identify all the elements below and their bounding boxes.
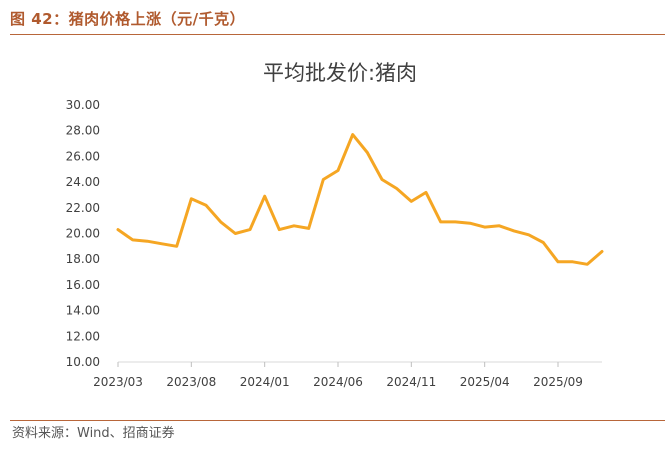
y-axis: 10.00 12.00 14.00 16.00 18.00 20.00 22.00 24.00… <box>66 98 100 369</box>
y-tick-label: 12.00 <box>66 329 100 343</box>
source-bar: 资料来源：Wind、招商证券 <box>10 420 665 449</box>
line-chart: 平均批发价:猪肉 10.00 12.00 14.00 16.00 18.00 20.00 2… <box>66 61 604 389</box>
x-tick-label: 2024/06 <box>313 375 363 389</box>
chart-title: 平均批发价:猪肉 <box>263 61 417 85</box>
x-tick-label: 2024/01 <box>240 375 290 389</box>
x-tick-label: 2023/08 <box>166 375 216 389</box>
y-tick-label: 24.00 <box>66 175 100 189</box>
figure-label: 图 42：猪肉价格上涨（元/千克） <box>10 10 246 28</box>
figure-header: 图 42：猪肉价格上涨（元/千克） <box>10 8 665 35</box>
y-tick-label: 10.00 <box>66 355 100 369</box>
x-tick-label: 2025/04 <box>460 375 510 389</box>
y-tick-label: 26.00 <box>66 149 100 163</box>
y-tick-label: 22.00 <box>66 201 100 215</box>
source-note: 资料来源：Wind、招商证券 <box>12 426 175 441</box>
chart-area: 平均批发价:猪肉 10.00 12.00 14.00 16.00 18.00 20.00 2… <box>0 40 671 415</box>
series-line <box>116 133 604 266</box>
y-tick-label: 16.00 <box>66 278 100 292</box>
x-tick-label: 2024/11 <box>386 375 436 389</box>
y-tick-label: 20.00 <box>66 227 100 241</box>
x-tick-label: 2025/09 <box>533 375 583 389</box>
y-tick-label: 30.00 <box>66 98 100 112</box>
y-tick-label: 18.00 <box>66 252 100 266</box>
x-tick-label: 2023/03 <box>93 375 143 389</box>
x-axis: 2023/03 2023/08 2024/01 2024/06 2024/11 2025/… <box>93 361 602 389</box>
series-layer <box>116 133 604 266</box>
y-tick-label: 14.00 <box>66 304 100 318</box>
y-tick-label: 28.00 <box>66 124 100 138</box>
